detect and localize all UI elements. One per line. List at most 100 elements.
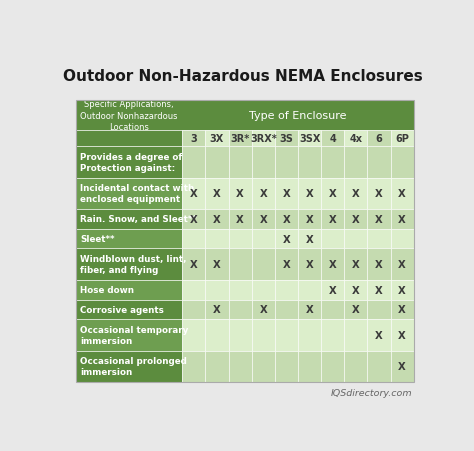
Bar xyxy=(182,249,205,280)
Text: X: X xyxy=(190,260,198,270)
Text: Outdoor Non-Hazardous NEMA Enclosures: Outdoor Non-Hazardous NEMA Enclosures xyxy=(63,69,423,84)
Bar xyxy=(344,178,367,210)
Bar xyxy=(228,249,252,280)
Bar xyxy=(252,130,275,147)
Bar xyxy=(344,280,367,300)
Text: X: X xyxy=(375,260,383,270)
Text: Provides a degree of
Protection against:: Provides a degree of Protection against: xyxy=(80,152,182,173)
Bar xyxy=(205,178,228,210)
Text: X: X xyxy=(398,305,406,315)
Bar xyxy=(298,280,321,300)
Bar xyxy=(252,229,275,249)
Bar xyxy=(275,229,298,249)
Bar xyxy=(391,351,414,382)
Bar xyxy=(252,210,275,229)
Text: X: X xyxy=(306,234,313,244)
Bar xyxy=(182,229,205,249)
Bar xyxy=(344,229,367,249)
Bar xyxy=(367,280,391,300)
Bar xyxy=(182,130,205,147)
Bar xyxy=(321,319,344,351)
Text: X: X xyxy=(213,260,221,270)
Bar xyxy=(275,178,298,210)
Bar xyxy=(391,130,414,147)
Text: X: X xyxy=(213,305,221,315)
Text: X: X xyxy=(283,189,290,199)
Bar xyxy=(391,280,414,300)
Bar xyxy=(275,351,298,382)
Bar xyxy=(76,210,182,229)
Text: X: X xyxy=(352,285,360,295)
Bar xyxy=(275,249,298,280)
Text: X: X xyxy=(236,215,244,225)
Bar xyxy=(275,300,298,319)
Text: Windblown dust, lint,
fiber, and flying: Windblown dust, lint, fiber, and flying xyxy=(80,254,187,275)
Bar xyxy=(275,130,298,147)
Bar xyxy=(76,319,182,351)
Text: 3SX: 3SX xyxy=(299,133,320,144)
Bar xyxy=(76,101,414,382)
Bar xyxy=(367,300,391,319)
Bar xyxy=(76,147,182,178)
Bar xyxy=(367,130,391,147)
Bar xyxy=(252,280,275,300)
Bar xyxy=(228,280,252,300)
Bar xyxy=(344,130,367,147)
Text: X: X xyxy=(398,362,406,372)
Bar xyxy=(252,319,275,351)
Bar xyxy=(321,229,344,249)
Bar xyxy=(298,319,321,351)
Bar xyxy=(76,229,182,249)
Text: 3RX*: 3RX* xyxy=(250,133,277,144)
Bar xyxy=(228,351,252,382)
Text: X: X xyxy=(375,189,383,199)
Bar xyxy=(275,147,298,178)
Bar xyxy=(367,319,391,351)
Bar xyxy=(205,210,228,229)
Text: X: X xyxy=(398,330,406,340)
Bar xyxy=(367,229,391,249)
Text: X: X xyxy=(259,305,267,315)
Bar xyxy=(321,147,344,178)
Bar xyxy=(298,300,321,319)
Bar xyxy=(391,147,414,178)
Bar xyxy=(344,351,367,382)
Bar xyxy=(367,351,391,382)
Text: IQSdirectory.com: IQSdirectory.com xyxy=(330,389,412,397)
Bar xyxy=(76,178,182,210)
Bar xyxy=(182,178,205,210)
Bar xyxy=(228,147,252,178)
Text: X: X xyxy=(259,215,267,225)
Text: 6: 6 xyxy=(375,133,383,144)
Bar xyxy=(321,249,344,280)
Bar xyxy=(252,147,275,178)
Bar xyxy=(321,280,344,300)
Text: X: X xyxy=(398,260,406,270)
Bar xyxy=(252,351,275,382)
Text: X: X xyxy=(375,330,383,340)
Bar xyxy=(344,319,367,351)
Bar xyxy=(321,210,344,229)
Text: X: X xyxy=(329,285,337,295)
Bar xyxy=(321,300,344,319)
Bar xyxy=(344,249,367,280)
Bar xyxy=(344,147,367,178)
Text: X: X xyxy=(398,215,406,225)
Text: 3X: 3X xyxy=(210,133,224,144)
Bar xyxy=(205,130,228,147)
Bar xyxy=(298,178,321,210)
Bar xyxy=(391,249,414,280)
Text: X: X xyxy=(375,215,383,225)
Bar xyxy=(298,130,321,147)
Text: X: X xyxy=(398,189,406,199)
Bar xyxy=(182,147,205,178)
Bar xyxy=(182,351,205,382)
Bar xyxy=(228,178,252,210)
Text: Type of Enclosure: Type of Enclosure xyxy=(249,111,347,121)
Bar xyxy=(228,300,252,319)
Text: X: X xyxy=(306,305,313,315)
Text: X: X xyxy=(306,189,313,199)
Text: X: X xyxy=(375,285,383,295)
Bar xyxy=(76,130,182,147)
Text: Corrosive agents: Corrosive agents xyxy=(80,305,164,314)
